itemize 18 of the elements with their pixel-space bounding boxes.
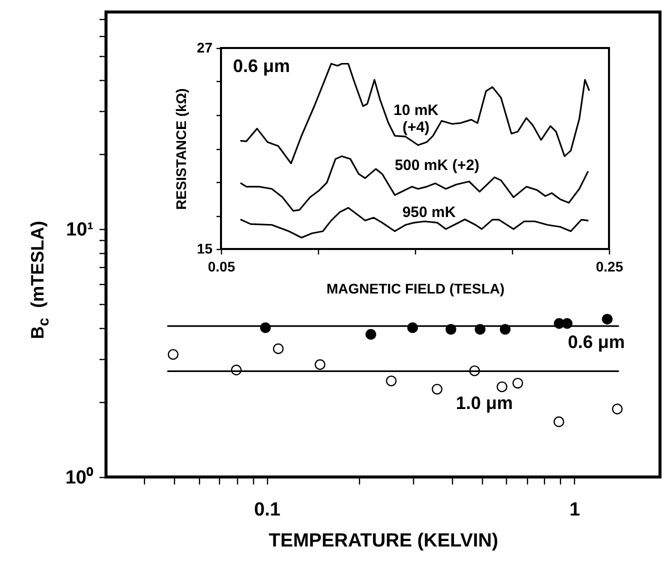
x-tick-label: 0.05 (208, 258, 236, 274)
x-tick-label: 0.25 (596, 258, 624, 274)
x-tick-label: 1 (569, 500, 580, 520)
x-axis-title: MAGNETIC FIELD (TESLA) (326, 280, 505, 296)
y-tick-label: 10¹ (66, 220, 94, 241)
series-label: 10 mK (+4) (393, 102, 439, 136)
line-series (240, 206, 589, 238)
series-label: 500 mK (+2) (394, 157, 480, 174)
x-axis-title: TEMPERATURE (KELVIN) (268, 530, 498, 552)
x-tick-label: 0.1 (254, 500, 281, 520)
annotation: 0.6 μm (233, 56, 290, 76)
series-label: 950 mK (402, 204, 456, 221)
y-axis-title: RESISTANCE (kΩ) (172, 88, 189, 210)
y-tick-label: 27 (196, 40, 213, 56)
annotation: 0.6 μm (568, 332, 625, 352)
y-tick-label: 10⁰ (65, 466, 94, 488)
y-tick-label: 15 (196, 240, 213, 256)
annotation: 1.0 μm (456, 393, 513, 414)
